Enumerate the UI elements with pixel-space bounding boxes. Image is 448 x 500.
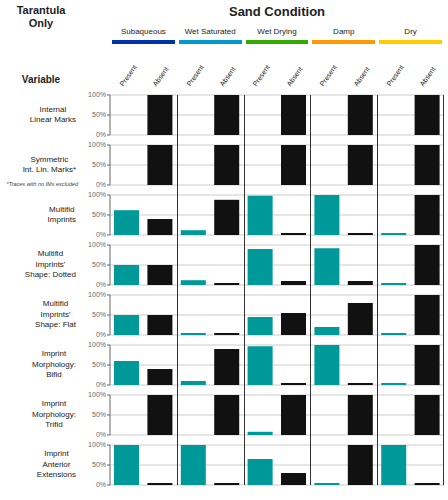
svg-text:100%: 100% bbox=[88, 341, 106, 348]
html-text:Absent: Absent bbox=[151, 65, 170, 88]
svg-text:100%: 100% bbox=[88, 141, 106, 148]
svg-text:50%: 50% bbox=[92, 461, 106, 468]
svg-text:100%: 100% bbox=[88, 391, 106, 398]
html-text:Present: Present bbox=[251, 63, 272, 88]
svg-text:50%: 50% bbox=[92, 261, 106, 268]
html-text:Multifid Imprints' Shape: Flat: Multifid Imprints' Shape: Flat bbox=[35, 299, 76, 330]
html-text:Multifid Imprints: Multifid Imprints bbox=[47, 204, 76, 224]
html-text:Wet Saturated: Wet Saturated bbox=[184, 27, 236, 36]
svg-text:0%: 0% bbox=[96, 381, 106, 388]
svg-text:50%: 50% bbox=[92, 361, 106, 368]
svg-text:0%: 0% bbox=[96, 481, 106, 488]
svg-text:50%: 50% bbox=[92, 161, 106, 168]
svg-text:50%: 50% bbox=[92, 111, 106, 118]
html-text:Absent: Absent bbox=[351, 65, 371, 88]
svg-text:100%: 100% bbox=[88, 91, 106, 98]
html-text:Sand Condition: Sand Condition bbox=[229, 4, 325, 19]
svg-text:100%: 100% bbox=[88, 291, 106, 298]
html-text:Damp: Damp bbox=[333, 27, 355, 36]
svg-text:0%: 0% bbox=[96, 281, 106, 288]
html-text:Variable: Variable bbox=[21, 74, 61, 85]
html-text:Symmetric Int. Lin. Marks*: Symmetric Int. Lin. Marks* bbox=[22, 154, 76, 174]
svg-text:50%: 50% bbox=[92, 311, 106, 318]
html-text:Internal Linear Marks: Internal Linear Marks bbox=[29, 104, 76, 124]
html-text:Present: Present bbox=[385, 63, 405, 88]
html-text:Absent: Absent bbox=[418, 65, 437, 88]
html-text:*Traces with no IMs excluded: *Traces with no IMs excluded bbox=[6, 181, 78, 187]
html-text:Dry: Dry bbox=[404, 27, 417, 36]
svg-text:0%: 0% bbox=[96, 331, 106, 338]
svg-text:50%: 50% bbox=[92, 411, 106, 418]
svg-text:0%: 0% bbox=[96, 131, 106, 138]
html-text:Absent: Absent bbox=[218, 65, 237, 88]
svg-text:100%: 100% bbox=[88, 241, 106, 248]
html-text:Tarantula Only: Tarantula Only bbox=[16, 4, 66, 29]
html-text:Present: Present bbox=[118, 63, 138, 88]
html-text:Multifid Imprints' Shape: Dott: Multifid Imprints' Shape: Dotted bbox=[24, 249, 76, 280]
svg-text:0%: 0% bbox=[96, 431, 106, 438]
svg-text:100%: 100% bbox=[88, 191, 106, 198]
html-text:Subaqueous: Subaqueous bbox=[120, 27, 166, 36]
html-text:Wet Drying: Wet Drying bbox=[257, 27, 297, 36]
html-text:Present: Present bbox=[184, 63, 205, 88]
html-text:Imprint Morphology: Bifid: Imprint Morphology: Bifid bbox=[32, 349, 76, 380]
html-text:Present: Present bbox=[318, 63, 339, 88]
svg-text:100%: 100% bbox=[88, 441, 106, 448]
html-text:Imprint Morphology: Trifid: Imprint Morphology: Trifid bbox=[32, 399, 76, 430]
html-text:Absent: Absent bbox=[285, 65, 304, 88]
svg-text:0%: 0% bbox=[96, 181, 106, 188]
svg-text:50%: 50% bbox=[92, 211, 106, 218]
svg-text:0%: 0% bbox=[96, 231, 106, 238]
html-text:Imprint Anterior Extensions: Imprint Anterior Extensions bbox=[36, 449, 76, 480]
